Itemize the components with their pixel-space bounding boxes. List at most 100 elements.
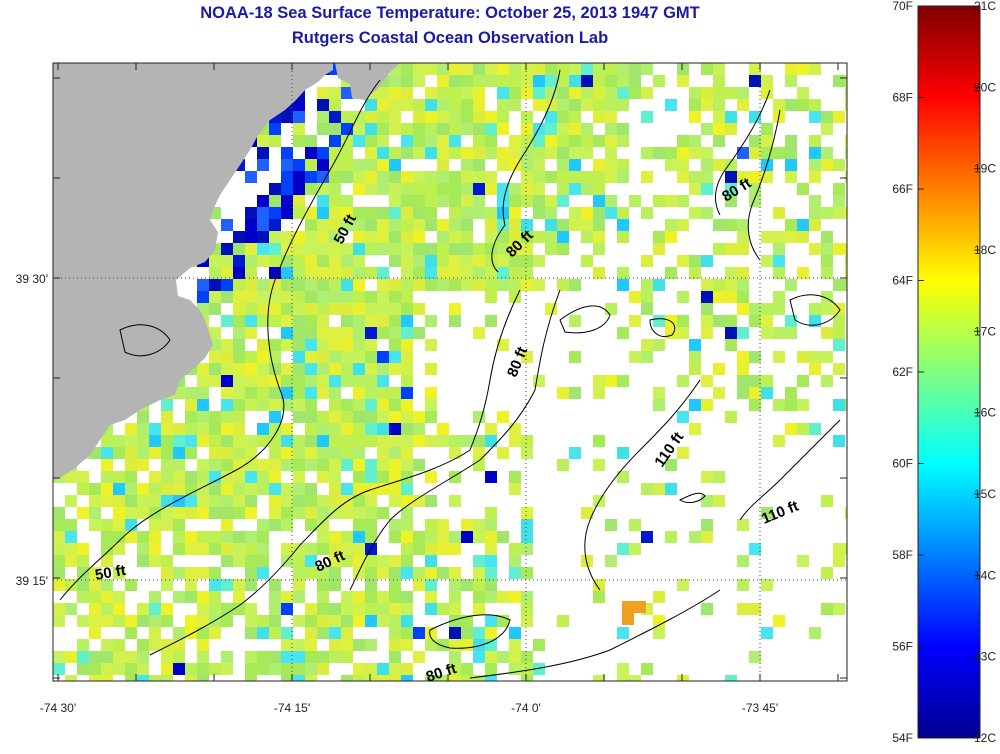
sst-pixel [377,219,389,231]
sst-pixel [77,663,89,675]
sst-pixel [689,183,701,195]
sst-pixel [689,531,701,543]
sst-pixel [293,303,305,315]
sst-pixel [389,567,401,579]
sst-pixel [581,135,593,147]
sst-pixel [413,243,425,255]
sst-pixel [821,147,833,159]
sst-pixel [389,639,401,651]
sst-pixel [353,327,365,339]
sst-pixel [713,123,725,135]
sst-pixel [413,435,425,447]
colorbar-c-label: 14C [974,568,996,582]
sst-pixel [677,255,689,267]
sst-pixel [53,507,65,519]
sst-pixel [281,603,293,615]
sst-pixel [569,75,581,87]
sst-pixel [413,267,425,279]
sst-pixel [485,471,497,483]
sst-pixel [281,111,293,123]
sst-pixel [593,99,605,111]
sst-pixel [365,435,377,447]
sst-pixel [365,123,377,135]
sst-pixel [113,543,125,555]
sst-pixel [473,639,485,651]
sst-pixel [593,231,605,243]
sst-pixel [521,675,533,681]
sst-pixel [185,447,197,459]
sst-pixel [413,579,425,591]
sst-pixel [209,507,221,519]
sst-pixel [449,135,461,147]
sst-pixel [281,231,293,243]
sst-pixel [509,423,521,435]
sst-pixel [569,147,581,159]
sst-pixel [293,291,305,303]
sst-pixel [425,471,437,483]
sst-pixel [329,339,341,351]
sst-pixel [77,555,89,567]
sst-pixel [221,411,233,423]
sst-pixel [113,651,125,663]
sst-pixel [233,399,245,411]
sst-pixel [317,207,329,219]
sst-pixel [401,411,413,423]
sst-pixel [533,663,545,675]
sst-pixel [65,555,77,567]
sst-pixel [113,495,125,507]
sst-pixel [269,375,281,387]
sst-pixel [245,207,257,219]
sst-pixel [329,351,341,363]
sst-pixel [233,531,245,543]
sst-pixel [737,519,749,531]
sst-pixel [137,603,149,615]
sst-pixel [353,291,365,303]
sst-pixel [641,531,653,543]
sst-pixel [497,87,509,99]
sst-pixel [257,399,269,411]
sst-pixel [581,207,593,219]
sst-pixel [485,183,497,195]
sst-pixel [245,651,257,663]
sst-pixel [545,87,557,99]
sst-pixel [377,471,389,483]
sst-pixel [293,111,305,123]
sst-pixel [353,231,365,243]
sst-pixel [665,195,677,207]
sst-pixel [845,543,847,555]
sst-pixel [617,87,629,99]
sst-pixel [761,507,773,519]
sst-pixel [305,135,317,147]
sst-pixel [461,75,473,87]
sst-pixel [773,243,785,255]
sst-pixel [677,315,689,327]
sst-pixel [269,411,281,423]
sst-pixel [521,195,533,207]
sst-pixel [293,567,305,579]
sst-pixel [377,603,389,615]
sst-pixel [389,603,401,615]
sst-pixel [185,615,197,627]
sst-pixel [281,675,293,681]
sst-pixel [209,435,221,447]
lat-label: 39 30' [16,272,48,286]
sst-pixel [281,291,293,303]
sst-pixel [341,267,353,279]
sst-pixel [329,267,341,279]
sst-pixel [401,63,413,75]
sst-pixel [449,531,461,543]
sst-pixel [485,231,497,243]
sst-pixel [125,519,137,531]
sst-pixel [305,339,317,351]
sst-pixel [713,471,725,483]
sst-pixel [233,495,245,507]
sst-pixel [437,183,449,195]
sst-pixel [353,495,365,507]
sst-pixel [209,495,221,507]
sst-pixel [233,447,245,459]
sst-pixel [365,363,377,375]
sst-pixel [749,75,761,87]
sst-pixel [473,99,485,111]
sst-pixel [485,555,497,567]
sst-pixel [497,411,509,423]
